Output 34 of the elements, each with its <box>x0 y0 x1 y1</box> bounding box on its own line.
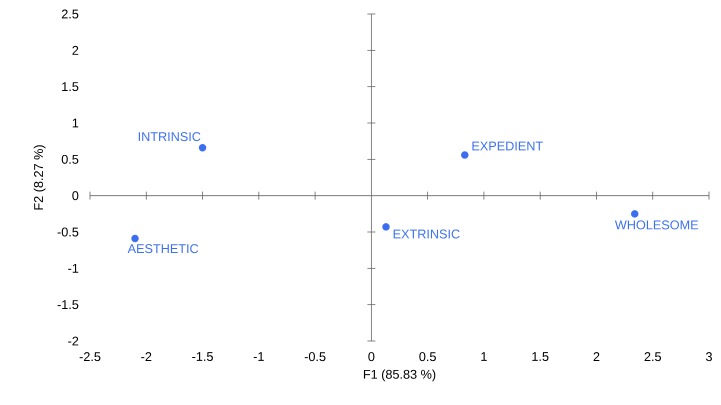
point <box>461 151 469 159</box>
y-axis-title: F2 (8.27 %) <box>34 145 46 210</box>
point <box>630 210 638 218</box>
y-tick-label: 0 <box>72 191 78 200</box>
x-tick-label: 0.5 <box>419 352 436 362</box>
y-tick-label: 2.5 <box>62 10 78 18</box>
x-tick-label: 1 <box>481 352 487 361</box>
y-tick-label: 1 <box>72 118 78 128</box>
x-tick-label: 2 <box>594 352 600 361</box>
x-tick-label: -2 <box>141 352 152 361</box>
y-tick-label: 0.5 <box>62 154 78 164</box>
y-tick-label: -2 <box>68 336 78 346</box>
point <box>131 234 139 242</box>
x-tick-label: -2.5 <box>80 352 100 362</box>
x-tick-label: 1.5 <box>532 352 548 361</box>
x-tick-label: -1.5 <box>192 352 213 361</box>
annotation: INTRINSIC <box>138 132 200 142</box>
annotation: AESTHETIC <box>128 244 198 254</box>
y-tick-label: 2 <box>72 46 78 55</box>
point <box>198 144 206 152</box>
x-axis-title: F1 (85.83 %) <box>364 369 436 382</box>
x-tick-label: 2.5 <box>644 352 662 362</box>
x-tick-label: 0 <box>368 352 374 362</box>
annotation: EXPEDIENT <box>472 142 543 150</box>
annotation: EXTRINSIC <box>394 230 460 238</box>
y-tick-label: -1 <box>68 264 78 273</box>
y-tick-label: 1.5 <box>62 82 78 92</box>
annotation: WHOLESOME <box>614 220 698 230</box>
y-tick-label: -0.5 <box>58 228 78 236</box>
y-tick-label: -1.5 <box>58 300 78 310</box>
x-tick-label: 3 <box>706 352 712 362</box>
x-tick-label: -0.5 <box>304 352 326 362</box>
x-tick-label: -1 <box>254 352 264 361</box>
point <box>382 223 390 231</box>
